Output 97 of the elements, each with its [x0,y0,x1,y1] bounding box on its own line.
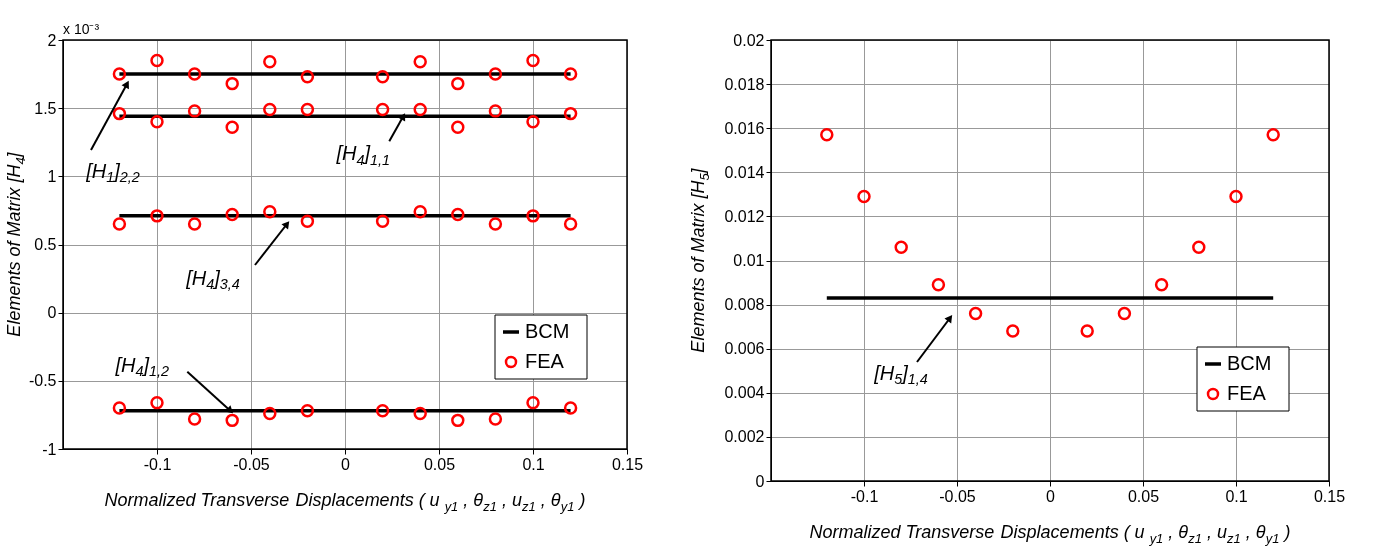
y-axis-title: Elements of Matrix [H4] [4,151,28,337]
y-tick-label: 0 [47,304,57,322]
x-tick-label: 0.1 [522,455,545,473]
point [526,115,540,129]
point [894,240,908,254]
point [413,406,427,421]
point [112,67,127,81]
point [187,67,202,81]
x-tick-label: 0 [1046,487,1056,505]
y-tick-label: 0.02 [733,31,765,49]
point [225,76,239,91]
point [225,120,239,134]
point [488,412,503,426]
point [263,205,277,219]
x-tick-label: 0 [341,455,351,473]
point [820,128,834,142]
legend-label: FEA [1227,382,1267,404]
point [150,209,164,223]
point [187,217,202,231]
y-tick-label: 0.016 [724,119,765,137]
y-tick-label: 0 [755,472,765,490]
point [375,404,390,418]
point [375,214,390,229]
x-tick-label: -0.05 [233,455,270,473]
x-tick-label: 0.15 [1313,487,1346,505]
point [488,104,503,118]
y-tick-label: 0.006 [724,340,765,358]
point [1117,306,1132,321]
x-tick-label: 0.05 [1127,487,1160,505]
y-axis-title: Elements of Matrix [H5] [688,167,712,353]
point [1006,324,1020,338]
y-tick-label: 1.5 [34,99,57,117]
point [300,214,315,229]
y-tick-label: 0.014 [724,163,765,181]
point [563,217,578,231]
point [451,76,465,91]
y-tick-label: 1 [47,167,57,185]
point [451,207,465,222]
point [225,413,239,428]
point [413,205,427,219]
point [1266,128,1280,142]
y-tick-label: -0.5 [28,372,57,390]
point [968,306,983,321]
point [187,104,202,118]
text: x 10⁻³ [63,21,100,37]
x-tick-label: -0.05 [939,487,976,505]
x-tick-label: -0.1 [850,487,879,505]
legend-label: FEA [525,350,565,372]
x-tick-label: 0.05 [423,455,456,473]
point [1229,189,1243,204]
y-tick-label: 2 [47,31,57,49]
point [263,102,277,117]
x-tick-label: 0.15 [611,455,644,473]
y-tick-label: 0.008 [724,296,765,314]
point [150,115,164,129]
point [451,413,465,428]
point [451,120,465,134]
point [413,55,427,69]
point [488,67,503,81]
point [563,67,578,81]
point [112,106,127,121]
y-tick-label: 0.5 [34,236,57,253]
y-tick-label: -1 [42,440,57,458]
point [300,404,315,418]
x-tick-label: -0.1 [143,455,172,473]
point [526,209,540,223]
x-tick-label: 0.1 [1225,487,1248,505]
point [375,70,390,84]
point [375,102,390,117]
point [300,70,315,84]
point [1154,278,1169,292]
point [1080,324,1094,338]
point [187,412,202,426]
y-tick-label: 0.018 [724,75,765,93]
point [263,406,277,421]
point [526,53,540,68]
point [1192,240,1206,254]
point [931,278,946,292]
point [413,102,427,117]
y-tick-label: 0.004 [724,384,765,402]
point [563,106,578,121]
point [563,401,578,415]
point [112,401,127,415]
point [150,395,164,410]
point [225,207,239,222]
point [857,189,871,204]
point [263,55,277,69]
y-tick-label: 0.002 [724,428,765,446]
point [150,53,164,68]
point [300,102,315,117]
y-tick-label: 0.012 [724,207,765,225]
legend-label: BCM [1227,352,1272,374]
y-tick-label: 0.01 [733,252,765,269]
point [488,217,503,231]
point [526,395,540,410]
point [112,217,127,231]
legend-label: BCM [525,320,570,342]
